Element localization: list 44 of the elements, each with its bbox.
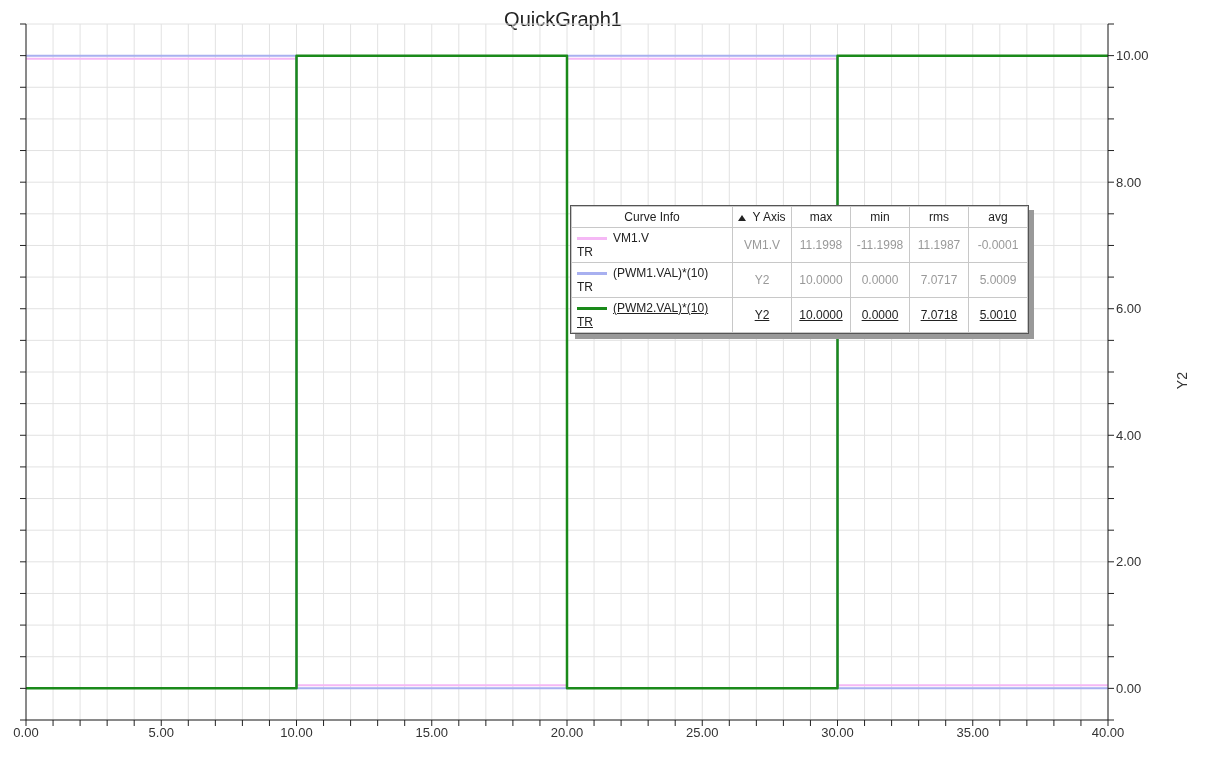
y2-tick-label: 6.00 [1116,301,1142,317]
annotation: TR [577,315,594,329]
y2-tick-label: 2.00 [1116,554,1142,570]
annotation: 5.0009 [968,262,1028,298]
legend-label: (PWM2.VAL)*(10) [613,301,709,315]
annotation: Y Axis [732,206,792,228]
annotation: 0.0000 [850,297,910,333]
x-tick-label: 30.00 [821,725,854,741]
annotation: 7.0718 [909,297,969,333]
legend-label: VM1.V [613,231,650,245]
y2-tick-label: 10.00 [1116,48,1149,64]
y2-tick-label: 8.00 [1116,174,1142,190]
annotation: Y2 [732,262,792,298]
annotation: rms [909,206,969,228]
x-tick-label: 40.00 [1091,725,1125,741]
annotation: avg [968,206,1028,228]
annotation: -0.0001 [968,227,1028,263]
annotation: max [791,206,851,228]
x-tick-label: 10.00 [280,725,313,741]
annotation: 5.0010 [968,297,1028,333]
annotation: 10.0000 [791,297,851,333]
y2-tick-label: 0.00 [1116,680,1142,696]
annotation: TR [577,245,594,259]
annotation: VM1.V [732,227,792,263]
legend-label: (PWM1.VAL)*(10) [613,266,709,280]
x-tick-label: 0.00 [13,725,39,741]
x-tick-label: 25.00 [685,725,719,741]
chart-title: QuickGraph1 [503,8,623,31]
x-tick-label: 20.00 [550,725,584,741]
y2-axis-title: Y2 [1173,371,1190,390]
annotation: TR [577,280,594,294]
annotation: 10.0000 [791,262,851,298]
annotation: 0.0000 [850,262,910,298]
y2-tick-label: 4.00 [1116,427,1142,443]
annotation: Y2 [732,297,792,333]
x-tick-label: 5.00 [148,725,174,741]
x-tick-label: 35.00 [956,725,990,741]
annotation: 7.0717 [909,262,969,298]
annotation: 11.1987 [909,227,969,263]
x-tick-label: 15.00 [415,725,449,741]
annotation: min [850,206,910,228]
annotation: Curve Info [571,206,733,228]
annotation: 11.1998 [791,227,851,263]
annotation: -11.1998 [850,227,910,263]
